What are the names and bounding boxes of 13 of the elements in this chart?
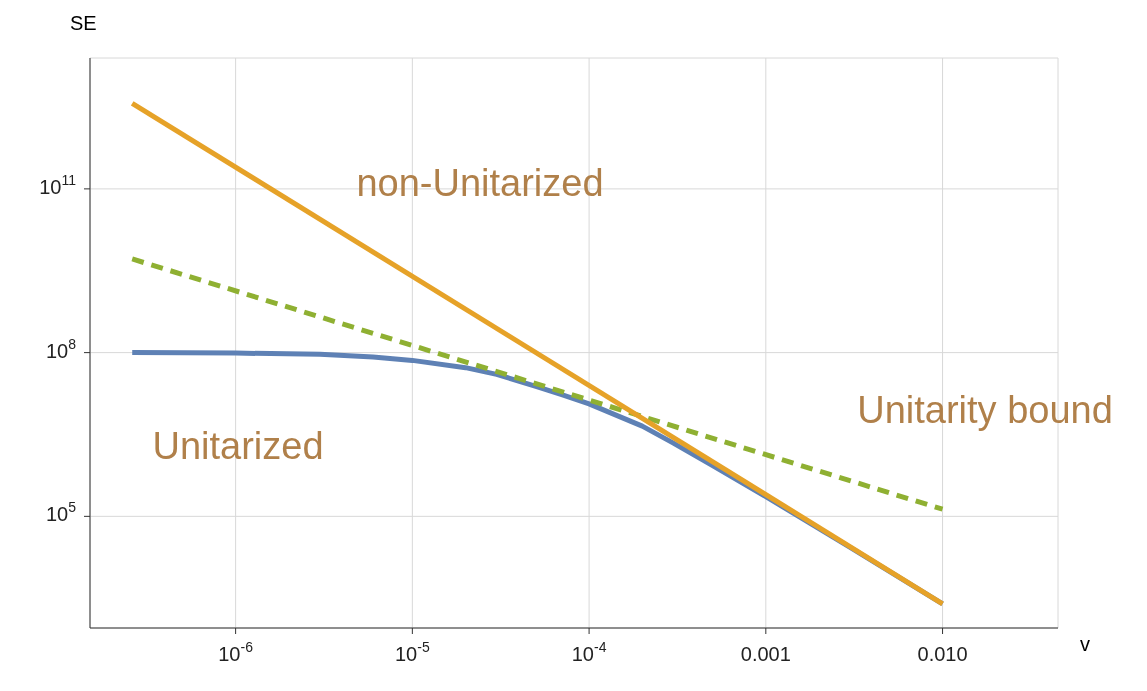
x-tick-label: 0.010 (917, 643, 968, 666)
x-tick-label: 10$^{-5}$ (395, 638, 430, 666)
x-tick-label: 10$^{-4}$ (571, 638, 607, 666)
x-tick-label: 10$^{-6}$ (218, 638, 254, 666)
y-tick-label: 10$^{5}$ (45, 499, 77, 526)
y-axis-title: SE (70, 12, 97, 35)
series-label: Unitarity bound (857, 388, 1113, 432)
series-label: Unitarized (152, 424, 324, 468)
x-tick-label: 0.001 (740, 643, 791, 666)
series-label: non-Unitarized (356, 161, 604, 205)
y-tick-label: 10$^{8}$ (45, 335, 77, 362)
x-axis-title: v (1080, 633, 1090, 656)
y-tick-label: 10$^{11}$ (39, 171, 77, 199)
